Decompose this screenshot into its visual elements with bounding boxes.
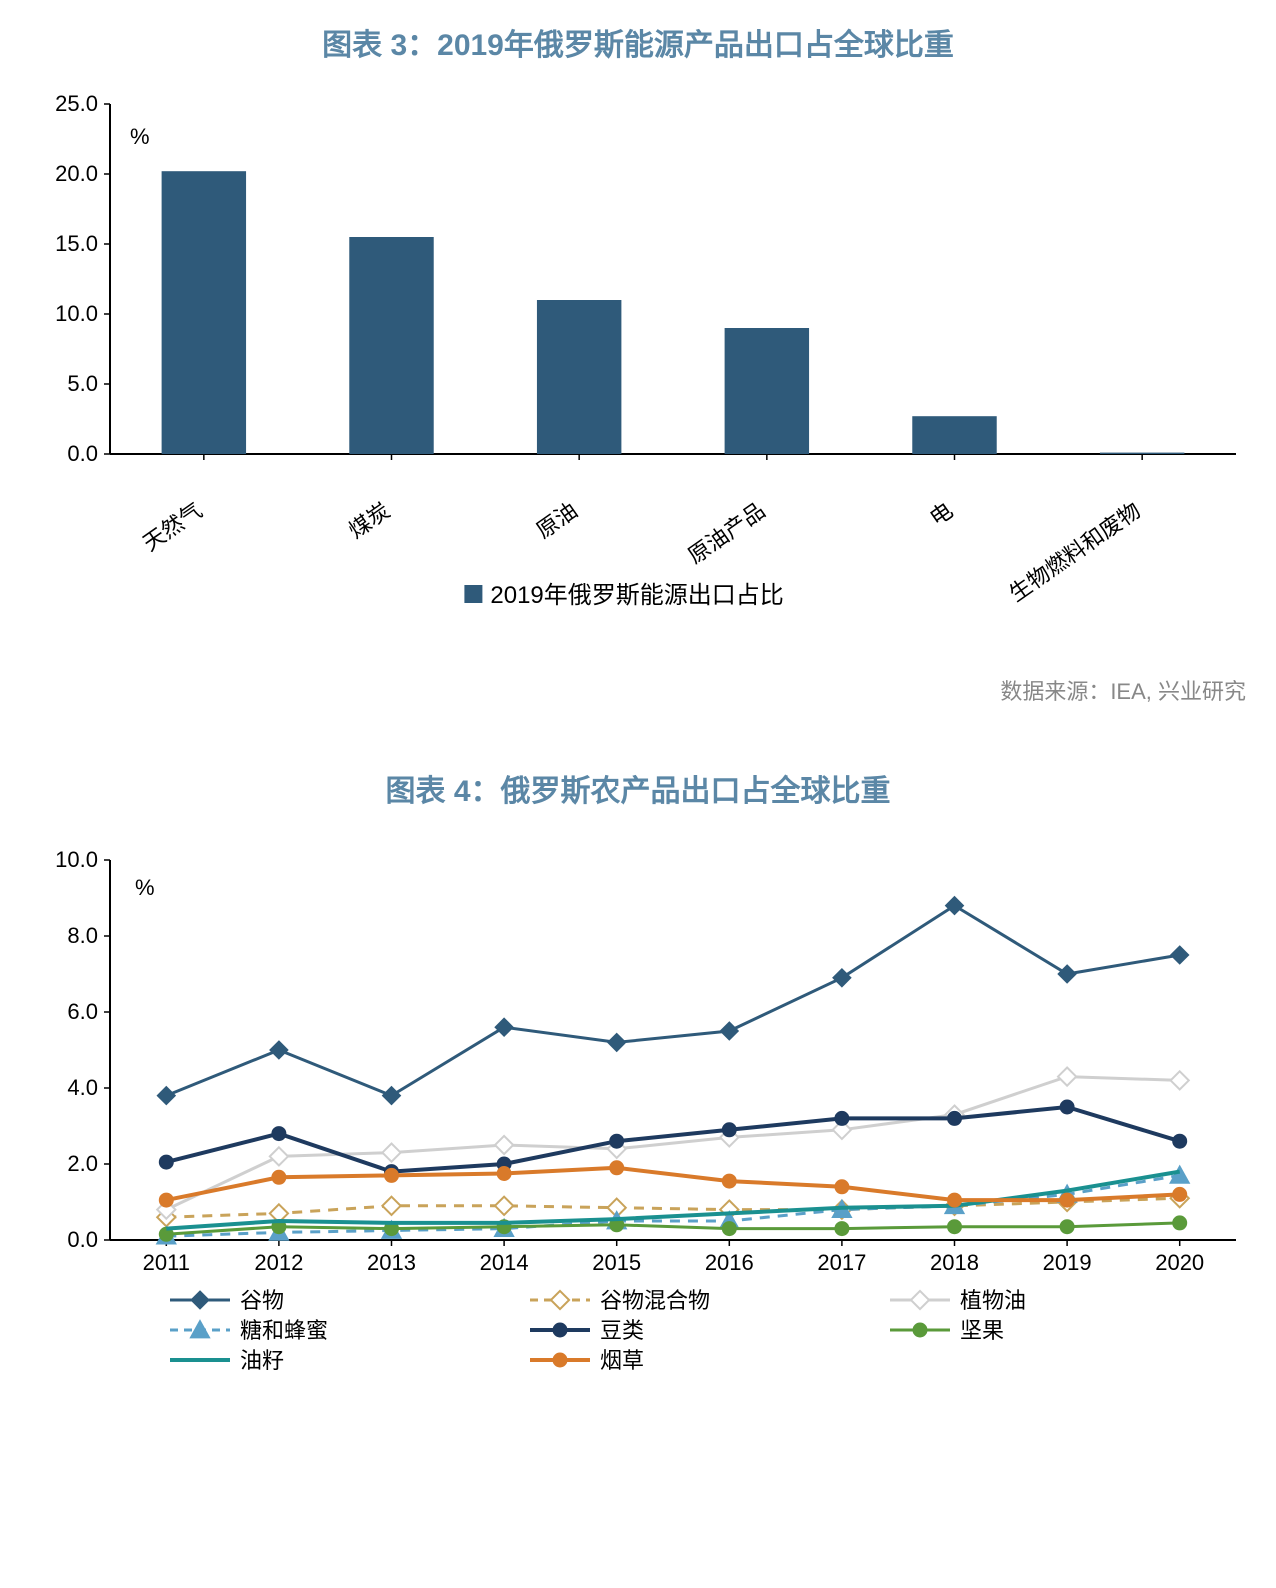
- y-unit: %: [130, 124, 150, 149]
- legend-label: 谷物: [240, 1288, 284, 1313]
- y-unit: %: [135, 875, 155, 900]
- x-tick-label: 2016: [705, 1250, 754, 1275]
- series-line: [166, 906, 1179, 1096]
- legend-label: 糖和蜂蜜: [240, 1318, 328, 1343]
- legend-label: 2019年俄罗斯能源出口占比: [490, 582, 783, 609]
- bar: [725, 328, 809, 454]
- legend: 2019年俄罗斯能源出口占比: [464, 582, 783, 609]
- y-tick-label: 6.0: [67, 999, 98, 1024]
- chart4-svg: 0.0 2.0 4.0 6.0 8.0 10.0% 2011 2012 2013 2014 2015…: [0, 840, 1276, 1400]
- legend-label: 油籽: [240, 1348, 284, 1373]
- x-tick-label: 2017: [817, 1250, 866, 1275]
- bar: [349, 237, 433, 454]
- y-tick-label: 5.0: [67, 371, 98, 396]
- x-category-label: 煤炭: [344, 498, 394, 544]
- x-tick-label: 2015: [592, 1250, 641, 1275]
- y-tick-label: 0.0: [67, 1227, 98, 1252]
- x-category-label: 原油: [532, 498, 582, 544]
- x-tick-label: 2020: [1155, 1250, 1204, 1275]
- legend-label: 谷物混合物: [600, 1288, 710, 1313]
- y-tick-label: 8.0: [67, 923, 98, 948]
- x-tick-label: 2011: [143, 1250, 190, 1275]
- x-category-label: 原油产品: [683, 498, 769, 569]
- x-tick-label: 2019: [1043, 1250, 1092, 1275]
- legend-label: 植物油: [960, 1288, 1026, 1313]
- x-category-label: 天然气: [138, 498, 206, 556]
- series-line: [166, 1077, 1179, 1210]
- x-category-label: 电: [925, 498, 957, 531]
- chart3-source: 数据来源：IEA, 兴业研究: [0, 674, 1246, 706]
- y-tick-label: 2.0: [67, 1151, 98, 1176]
- y-tick-label: 10.0: [55, 847, 98, 872]
- y-tick-label: 15.0: [55, 231, 98, 256]
- chart4-title: 图表 4：俄罗斯农产品出口占全球比重: [0, 766, 1276, 810]
- y-tick-label: 20.0: [55, 161, 98, 186]
- chart3-title: 图表 3：2019年俄罗斯能源产品出口占全球比重: [0, 20, 1276, 64]
- bar: [1100, 453, 1184, 454]
- chart4-container: 0.0 2.0 4.0 6.0 8.0 10.0% 2011 2012 2013 2014 2015…: [0, 840, 1276, 1400]
- x-category-label: 生物燃料和废物: [1005, 498, 1146, 607]
- y-tick-label: 10.0: [55, 301, 98, 326]
- bar: [537, 300, 621, 454]
- bar: [162, 171, 246, 454]
- y-tick-label: 25.0: [55, 94, 98, 116]
- x-tick-label: 2012: [254, 1250, 303, 1275]
- x-tick-label: 2013: [367, 1250, 416, 1275]
- series-line: [166, 1107, 1179, 1172]
- legend-label: 坚果: [960, 1318, 1004, 1343]
- chart3-svg: 0.0 5.0 10.0 15.0 20.0 25.0% 天然气 煤炭 原油 原油产品 电 生物燃料和…: [0, 94, 1276, 654]
- y-tick-label: 4.0: [67, 1075, 98, 1100]
- chart3-container: 0.0 5.0 10.0 15.0 20.0 25.0% 天然气 煤炭 原油 原油产品 电 生物燃料和…: [0, 94, 1276, 654]
- bar: [912, 416, 996, 454]
- legend-label: 豆类: [600, 1318, 644, 1343]
- x-tick-label: 2014: [480, 1250, 529, 1275]
- x-tick-label: 2018: [930, 1250, 979, 1275]
- y-tick-label: 0.0: [67, 441, 98, 466]
- legend-label: 烟草: [600, 1348, 644, 1373]
